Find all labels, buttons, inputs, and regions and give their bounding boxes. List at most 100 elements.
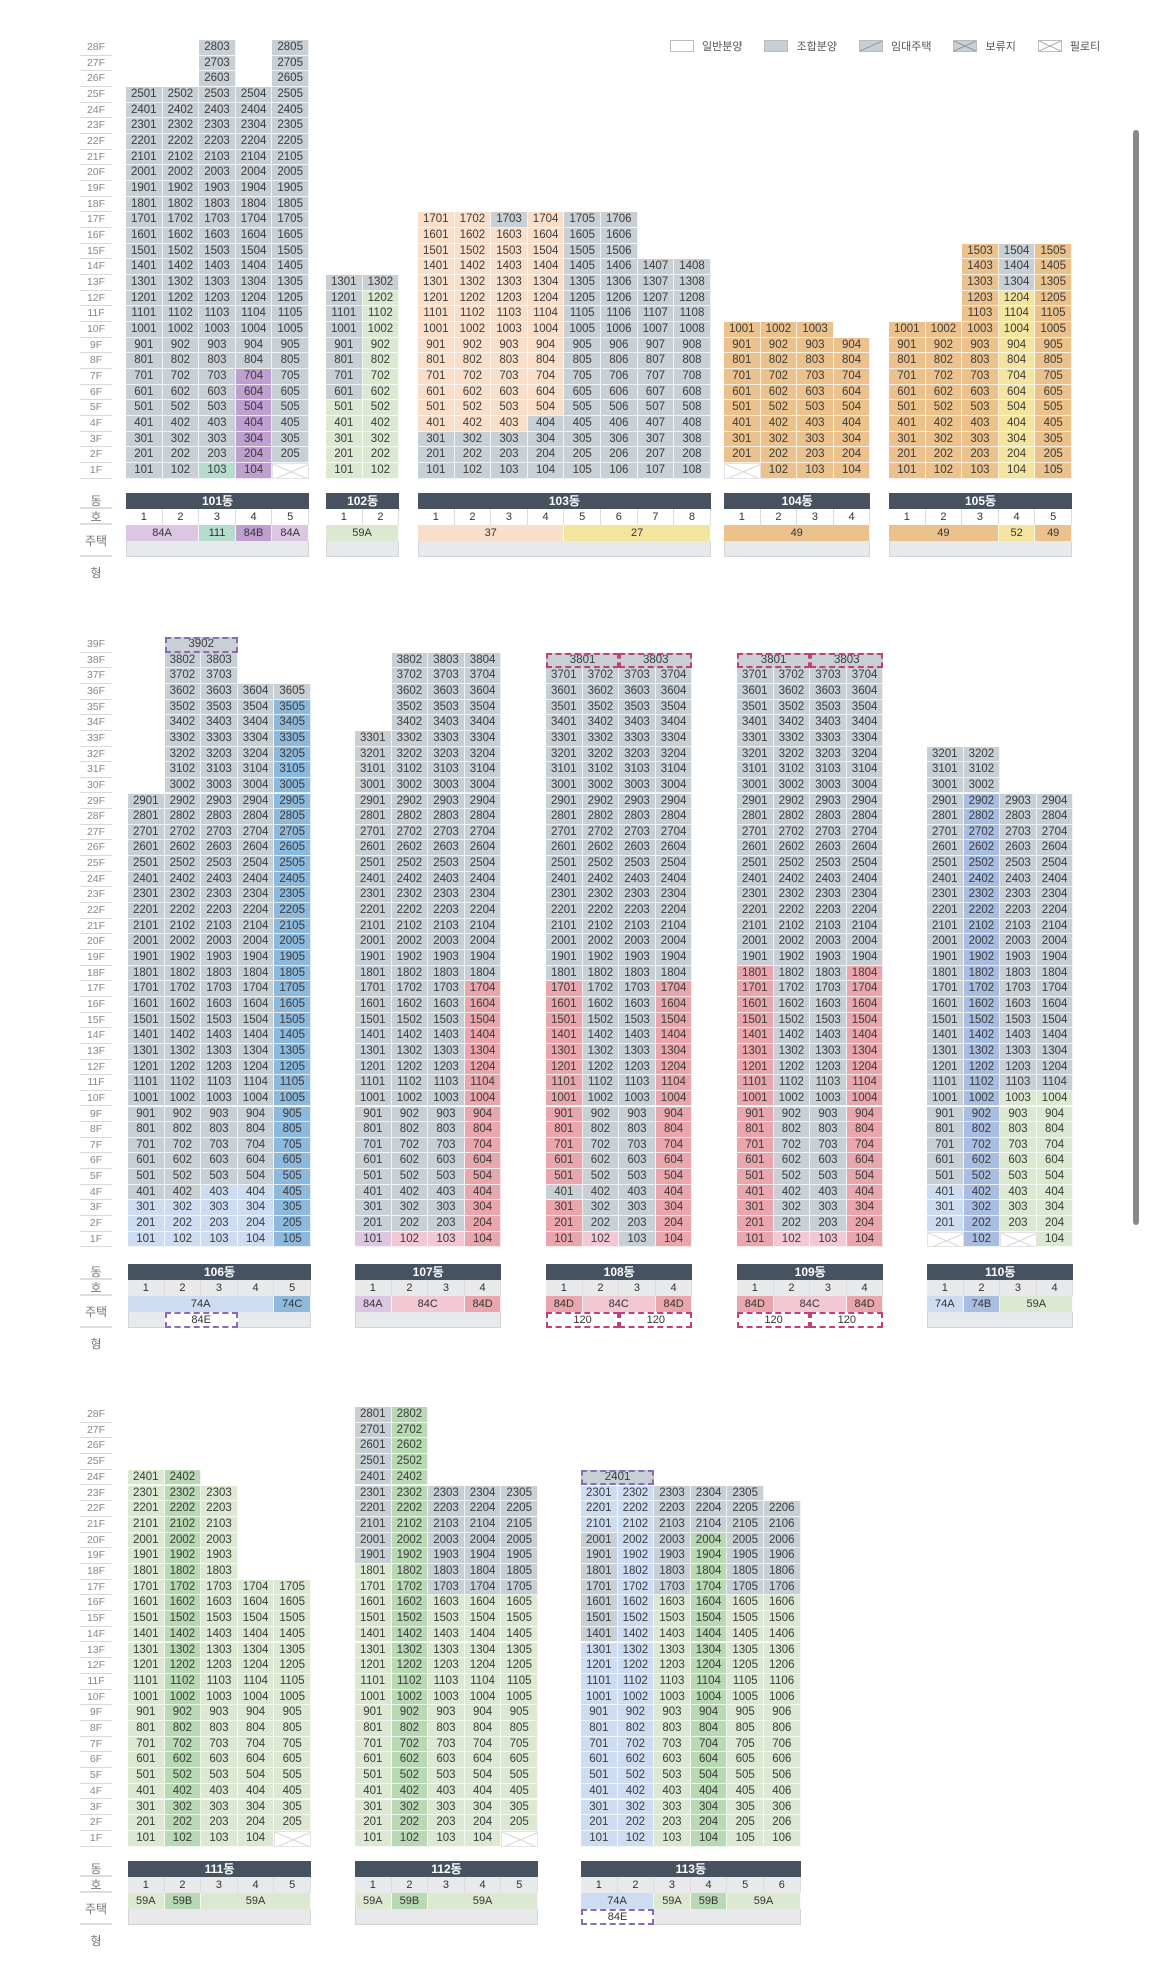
unit-cell: 3704: [846, 668, 884, 684]
floor-label: 3F: [80, 1200, 112, 1217]
unit-cell: 1703: [1000, 981, 1037, 997]
unit-cell: 1504: [655, 1012, 693, 1029]
unit-cell: 3202: [963, 746, 1001, 763]
unit-cell: 2401: [546, 871, 583, 888]
unit-cell: 2503: [1000, 856, 1037, 872]
unit-cell: 805: [1035, 353, 1072, 370]
unit-cell: 805: [564, 353, 601, 370]
unit-cell: 2202: [391, 903, 429, 919]
unit-cell: 1306: [764, 1642, 801, 1659]
unit-cell: 2204: [690, 1501, 728, 1517]
unit-cell: 101: [128, 1830, 165, 1847]
unit-cell: 1304: [846, 1043, 884, 1060]
piloti-cell: [274, 1830, 311, 1847]
unit-cell: 1604: [237, 996, 275, 1013]
unit-cell: 1203: [491, 290, 528, 307]
unit-cell: 905: [272, 337, 309, 354]
floor-label: 38F: [80, 653, 112, 669]
unit-cell: 2304: [237, 887, 275, 904]
unit-cell: 1303: [962, 275, 999, 291]
unit-cell: 1702: [162, 212, 200, 229]
unit-cell: 405: [274, 1184, 311, 1201]
unit-cell: 1001: [355, 1090, 392, 1107]
unit-cell: 803: [428, 1721, 465, 1737]
unit-cell: 403: [1000, 1184, 1037, 1201]
unit-cell: 801: [724, 353, 761, 370]
unit-cell: 1703: [201, 981, 238, 997]
unit-cell: 2202: [582, 903, 620, 919]
unit-cell: 502: [164, 1169, 202, 1185]
unit-cell: 1202: [164, 1059, 202, 1076]
unit-cell: 2201: [546, 903, 583, 919]
floor-label: 36F: [80, 684, 112, 700]
floor-label: 7F: [80, 1138, 112, 1154]
unit-cell: 601: [927, 1153, 964, 1170]
unit-cell: 2203: [810, 903, 847, 919]
unit-cell: 901: [724, 337, 761, 354]
unit-cell: 701: [546, 1137, 583, 1154]
unit-cell: 3703: [201, 668, 238, 684]
floor-label: 23F: [80, 118, 112, 134]
unit-cell: 1303: [491, 275, 528, 291]
unit-cell: 1804: [655, 965, 693, 982]
unit-cell: 301: [889, 431, 926, 448]
unit-cell: 204: [527, 447, 565, 464]
unit-cell: 102: [391, 1830, 429, 1847]
unit-cell: 703: [619, 1137, 656, 1154]
unit-cell: 1701: [737, 981, 774, 997]
unit-cell: 1703: [199, 212, 236, 229]
unit-cell: 401: [889, 416, 926, 432]
housing-type-cell: 59A: [326, 525, 400, 541]
unit-cell: 602: [582, 1153, 620, 1170]
unit-cell: 1903: [428, 950, 465, 966]
unit-cell: 104: [1036, 1231, 1074, 1248]
unit-cell: 2005: [274, 934, 311, 950]
unit-cell: 1901: [546, 950, 583, 966]
unit-cell: 1903: [201, 1548, 238, 1564]
line-number-cell: 3: [797, 509, 834, 525]
unit-cell: 1505: [501, 1611, 538, 1627]
unit-cell: 2003: [199, 165, 236, 182]
unit-cell: 404: [998, 416, 1036, 432]
unit-cell: 1002: [362, 322, 400, 338]
unit-cell: 1701: [581, 1579, 618, 1596]
unit-cell: 302: [617, 1799, 655, 1816]
unit-cell: 1005: [564, 322, 601, 338]
unit-cell: 1404: [846, 1028, 884, 1044]
unit-cell: 3602: [582, 683, 620, 700]
merged-unit-cell: 3801: [737, 652, 811, 669]
unit-cell: 1605: [272, 228, 309, 244]
unit-cell: 2902: [773, 793, 811, 810]
housing-type-cell: 74A: [581, 1893, 655, 1909]
unit-cell: 2405: [272, 102, 309, 119]
unit-cell: 404: [655, 1184, 693, 1201]
unit-cell: 2302: [164, 1485, 202, 1502]
table-label-ho: 호: [80, 1877, 112, 1893]
unit-cell: 401: [927, 1184, 964, 1201]
unit-cell: 1404: [527, 259, 565, 276]
floor-label: 16F: [80, 1595, 112, 1612]
unit-cell: 1803: [428, 965, 465, 982]
table-label-dong: 동: [80, 1861, 112, 1877]
unit-cell: 2101: [737, 918, 774, 935]
vertical-scrollbar[interactable]: [1133, 130, 1139, 1225]
building-name-header: 113동: [581, 1861, 801, 1877]
line-number-cell: 4: [464, 1877, 502, 1893]
unit-cell: 3501: [546, 699, 583, 716]
unit-cell: 403: [491, 416, 528, 432]
unit-cell: 1801: [927, 965, 964, 982]
unit-cell: 1402: [454, 259, 492, 276]
unit-cell: 1002: [164, 1090, 202, 1107]
unit-cell: 1107: [637, 306, 675, 323]
unit-cell: 203: [797, 447, 834, 464]
unit-cell: 201: [418, 447, 455, 464]
floor-label: 35F: [80, 700, 112, 716]
unit-cell: 701: [581, 1736, 618, 1753]
unit-cell: 601: [546, 1153, 583, 1170]
floor-label: 13F: [80, 1643, 112, 1659]
unit-cell: 502: [162, 400, 200, 417]
unit-cell: 3204: [464, 746, 502, 763]
unit-cell: 1203: [201, 1658, 238, 1674]
unit-cell: 3001: [355, 777, 392, 794]
unit-cell: 1706: [601, 212, 638, 229]
